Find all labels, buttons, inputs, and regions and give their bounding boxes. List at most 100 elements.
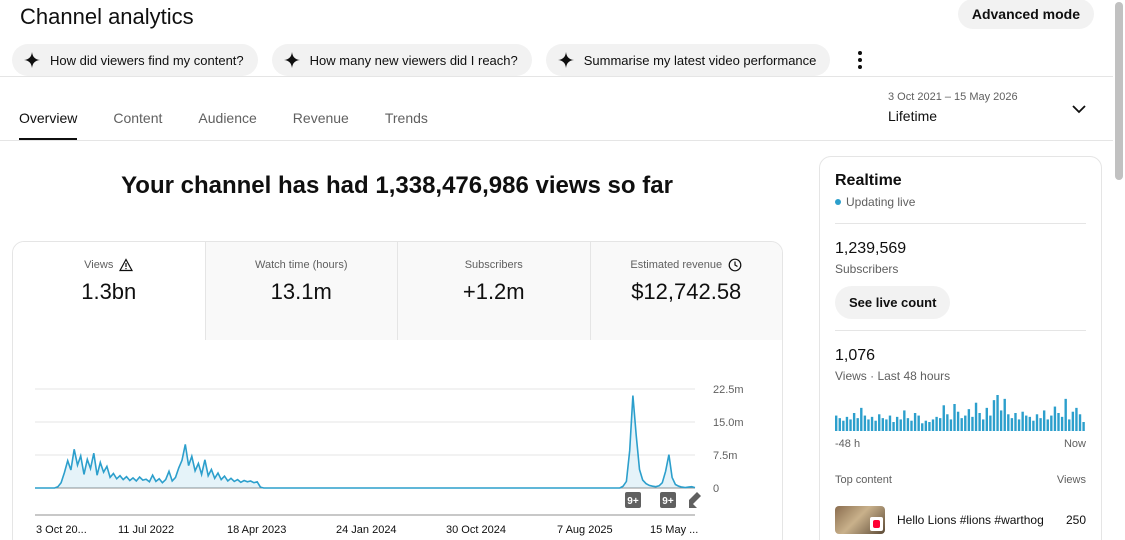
realtime-bar[interactable] <box>882 418 884 431</box>
tab-revenue[interactable]: Revenue <box>293 110 349 140</box>
realtime-bar[interactable] <box>900 419 902 431</box>
realtime-bar[interactable] <box>1061 417 1063 431</box>
realtime-bar[interactable] <box>1004 399 1006 431</box>
tab-trends[interactable]: Trends <box>385 110 428 140</box>
realtime-bar[interactable] <box>1036 414 1038 431</box>
realtime-bar[interactable] <box>1000 410 1002 431</box>
realtime-bar[interactable] <box>961 418 963 431</box>
realtime-bar[interactable] <box>925 421 927 431</box>
scrollbar-thumb[interactable] <box>1115 2 1123 180</box>
realtime-bar[interactable] <box>874 421 876 431</box>
realtime-bar[interactable] <box>842 421 844 431</box>
realtime-bar[interactable] <box>903 410 905 431</box>
realtime-bar[interactable] <box>917 416 919 431</box>
tab-content[interactable]: Content <box>113 110 162 140</box>
realtime-bar[interactable] <box>1021 412 1023 431</box>
realtime-bar[interactable] <box>964 416 966 431</box>
metric-views[interactable]: Views 1.3bn <box>13 242 205 340</box>
realtime-bar[interactable] <box>921 423 923 431</box>
metric-revenue[interactable]: Estimated revenue $12,742.58 <box>590 242 783 340</box>
realtime-bar[interactable] <box>1025 416 1027 431</box>
realtime-bar[interactable] <box>1068 419 1070 431</box>
realtime-bar[interactable] <box>1057 413 1059 431</box>
realtime-bar[interactable] <box>889 416 891 431</box>
chip-new-viewers[interactable]: How many new viewers did I reach? <box>272 44 532 76</box>
realtime-bar[interactable] <box>978 413 980 431</box>
realtime-bar[interactable] <box>849 419 851 431</box>
realtime-bar[interactable] <box>950 419 952 431</box>
more-options-icon[interactable] <box>850 44 870 76</box>
realtime-bar[interactable] <box>986 408 988 431</box>
views-line-chart[interactable]: 22.5m 15.0m 7.5m 0 9+ 9+ 3 Oct 20... 11 Jul 2… <box>13 340 783 540</box>
realtime-bar[interactable] <box>1014 413 1016 431</box>
top-content-item[interactable]: Hello Lions #lions #warthog 250 <box>835 505 1086 535</box>
date-range[interactable]: 3 Oct 2021 – 15 May 2026 <box>888 91 1018 103</box>
tab-audience[interactable]: Audience <box>198 110 256 140</box>
realtime-bar[interactable] <box>1007 414 1009 431</box>
realtime-bar[interactable] <box>1050 416 1052 431</box>
realtime-bar[interactable] <box>939 418 941 431</box>
realtime-bar[interactable] <box>1054 407 1056 431</box>
realtime-bar[interactable] <box>910 421 912 431</box>
realtime-bar[interactable] <box>896 417 898 431</box>
metric-value: 1.3bn <box>13 279 205 305</box>
realtime-bar[interactable] <box>1043 410 1045 431</box>
realtime-bar[interactable] <box>867 419 869 431</box>
realtime-bar[interactable] <box>835 416 837 431</box>
overview-card: Views 1.3bn Watch time (hours) 13.1m Sub… <box>12 241 783 540</box>
metric-label: Estimated revenue <box>630 259 722 271</box>
realtime-bar[interactable] <box>935 417 937 431</box>
realtime-bar[interactable] <box>975 403 977 431</box>
mini-axis-start: -48 h <box>835 438 860 450</box>
video-marker[interactable]: 9+ <box>625 492 641 508</box>
realtime-bar[interactable] <box>943 405 945 431</box>
realtime-bar[interactable] <box>846 417 848 431</box>
see-live-count-button[interactable]: See live count <box>835 286 950 319</box>
realtime-bar[interactable] <box>971 417 973 431</box>
realtime-bar[interactable] <box>1082 422 1084 431</box>
chevron-down-icon[interactable] <box>1071 101 1087 117</box>
realtime-bar[interactable] <box>957 412 959 431</box>
realtime-bar[interactable] <box>1075 408 1077 431</box>
metric-subscribers[interactable]: Subscribers +1.2m <box>397 242 590 340</box>
realtime-bar[interactable] <box>1032 421 1034 431</box>
realtime-bar[interactable] <box>968 409 970 431</box>
tab-overview[interactable]: Overview <box>19 110 77 140</box>
realtime-bar[interactable] <box>989 416 991 431</box>
shorts-icon[interactable] <box>689 492 701 508</box>
chip-viewer-sources[interactable]: How did viewers find my content? <box>12 44 258 76</box>
realtime-bar[interactable] <box>892 422 894 431</box>
realtime-bar[interactable] <box>907 418 909 431</box>
realtime-bar[interactable] <box>1018 419 1020 431</box>
realtime-bar[interactable] <box>914 413 916 431</box>
realtime-bar[interactable] <box>839 418 841 431</box>
realtime-bar[interactable] <box>932 419 934 431</box>
realtime-bar[interactable] <box>1011 418 1013 431</box>
video-marker[interactable]: 9+ <box>660 492 676 508</box>
realtime-bar[interactable] <box>871 417 873 431</box>
realtime-bar[interactable] <box>878 414 880 431</box>
realtime-bar[interactable] <box>1064 399 1066 431</box>
realtime-bar[interactable] <box>1047 419 1049 431</box>
realtime-bar-chart[interactable] <box>835 393 1086 431</box>
chip-latest-video[interactable]: Summarise my latest video performance <box>546 44 831 76</box>
realtime-bar[interactable] <box>857 418 859 431</box>
realtime-bar[interactable] <box>996 395 998 431</box>
realtime-bar[interactable] <box>928 422 930 431</box>
realtime-bar[interactable] <box>953 404 955 431</box>
realtime-bar[interactable] <box>860 408 862 431</box>
realtime-bar[interactable] <box>1079 414 1081 431</box>
date-preset[interactable]: Lifetime <box>888 108 937 124</box>
advanced-mode-button[interactable]: Advanced mode <box>958 0 1094 29</box>
metric-watch-time[interactable]: Watch time (hours) 13.1m <box>205 242 398 340</box>
realtime-bar[interactable] <box>1072 412 1074 431</box>
realtime-bar[interactable] <box>993 400 995 431</box>
realtime-bar[interactable] <box>1039 418 1041 431</box>
realtime-bar[interactable] <box>864 416 866 431</box>
realtime-bar[interactable] <box>1029 417 1031 431</box>
scrollbar[interactable] <box>1115 0 1123 540</box>
realtime-bar[interactable] <box>885 419 887 431</box>
realtime-bar[interactable] <box>946 414 948 431</box>
realtime-bar[interactable] <box>853 413 855 431</box>
realtime-bar[interactable] <box>982 419 984 431</box>
